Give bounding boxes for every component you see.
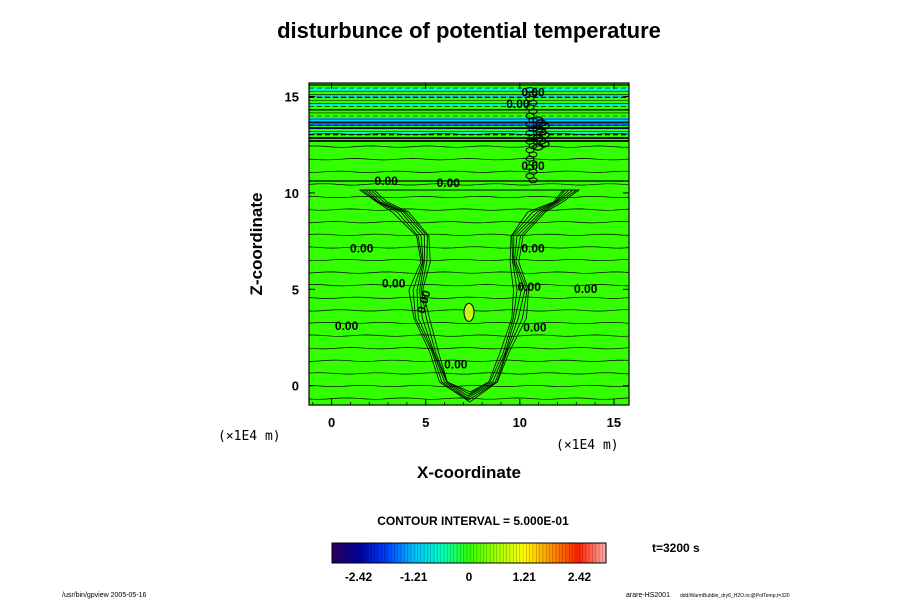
contour-line [308,145,630,148]
colorbar-stripes [334,543,606,563]
plume-contour [372,189,565,393]
contour-label: 0.00 [518,280,542,294]
contour-line [308,271,630,274]
damping-band [309,131,629,133]
x-tick-label: 5 [422,415,429,430]
contour-line [308,221,630,224]
contour-line [308,183,630,186]
x-tick-label: 0 [328,415,335,430]
plot-area: 0.00 0.000.00 0.000.00 0.00 0.000.000.00 0.00… [308,82,630,406]
contour-label: 0.00 [521,159,545,173]
damping-band [309,118,629,121]
y-tick-label: 5 [292,282,299,297]
contour-line [308,321,630,325]
contour-line [308,296,630,299]
x-axis-ticks: 0 5 10 15 [312,83,621,430]
contour-interval-text: CONTOUR INTERVAL = 5.000E-01 [377,514,569,528]
contour-label: 0.00 [437,176,461,190]
y-axis-ticks: 0 5 10 15 [285,90,629,394]
contour-line [308,208,630,211]
colorbar: -2.42 -1.21 0 1.21 2.42 [331,542,607,584]
plume-contour [364,189,575,399]
contour-line [308,384,630,388]
plume-contour [361,189,578,401]
contour-line [308,195,630,199]
y-tick-label: 15 [285,90,299,105]
y-tick-label: 0 [292,379,299,394]
x-tick-label: 10 [513,415,527,430]
contour-label: 0.00 [574,282,598,296]
plume-contours [358,87,581,403]
contour-line [308,246,630,249]
contour-line [308,359,630,362]
colorbar-tick-label: 0 [466,570,473,584]
damping-band [309,88,629,91]
contour-line [308,284,630,287]
contour-line [308,170,629,173]
contour-line [308,372,630,375]
contour-line [308,233,630,236]
x-unit-right: (×1E4 m) [556,438,619,453]
colorbar-frame [331,542,607,564]
contour-label: 0.00 [521,242,545,256]
contour-label: 0.00 [506,97,530,111]
y-tick-label: 10 [285,186,299,201]
contour-labels: 0.00 0.000.00 0.000.00 0.00 0.000.000.00 0.00… [335,86,598,372]
plot-background [309,83,629,405]
contour-label: 0.00 [523,321,547,335]
plume-contour [367,189,570,397]
column-contour [528,177,538,184]
x-unit-left: (×1E4 m) [218,429,281,444]
contour-line [308,347,630,350]
colorbar-tick-label: -1.21 [400,570,428,584]
contour-line [308,158,630,161]
footer-left: /usr/bin/gpview 2005-05-16 [62,592,147,599]
contour-label: 0.00 [335,319,359,333]
plot-frame [308,82,630,406]
plume-contour [370,189,567,395]
contour-lines [308,84,630,400]
contour-label: 0.00 [444,357,468,371]
x-axis-label: X-coordinate [417,463,521,482]
contour-label: 0.00 [350,242,374,256]
chart-title: disturbunce of potential temperature [277,18,661,43]
contour-label: 0.00 [521,86,545,100]
damping-band [309,103,629,105]
contour-line [308,334,630,337]
colorbar-tick-label: -2.42 [345,570,373,584]
warm-anomaly [463,302,475,322]
footer-right-small: ddd/WarmBubble_dry6_H2O.nc@PotTemp,t=320 [680,593,790,599]
contour-label: 0.00 [382,276,406,290]
plume-contour [358,189,581,403]
damping-band [309,127,629,129]
contour-label: 0.00 [375,174,399,188]
contour-label: 0.00 [414,288,434,314]
colorbar-ticks: -2.42 -1.21 0 1.21 2.42 [345,570,592,584]
y-axis-label: Z-coordinate [247,193,266,296]
column-contour [532,143,544,151]
x-tick-label: 15 [607,415,621,430]
time-label: t=3200 s [652,541,700,555]
damping-band [309,123,629,126]
colorbar-fill [332,543,606,563]
contour-line [308,258,630,262]
colorbar-tick-label: 2.42 [568,570,592,584]
footer-right-main: arare-HS2001 [626,592,670,599]
colorbar-tick-label: 1.21 [513,570,537,584]
damping-band [309,95,629,98]
